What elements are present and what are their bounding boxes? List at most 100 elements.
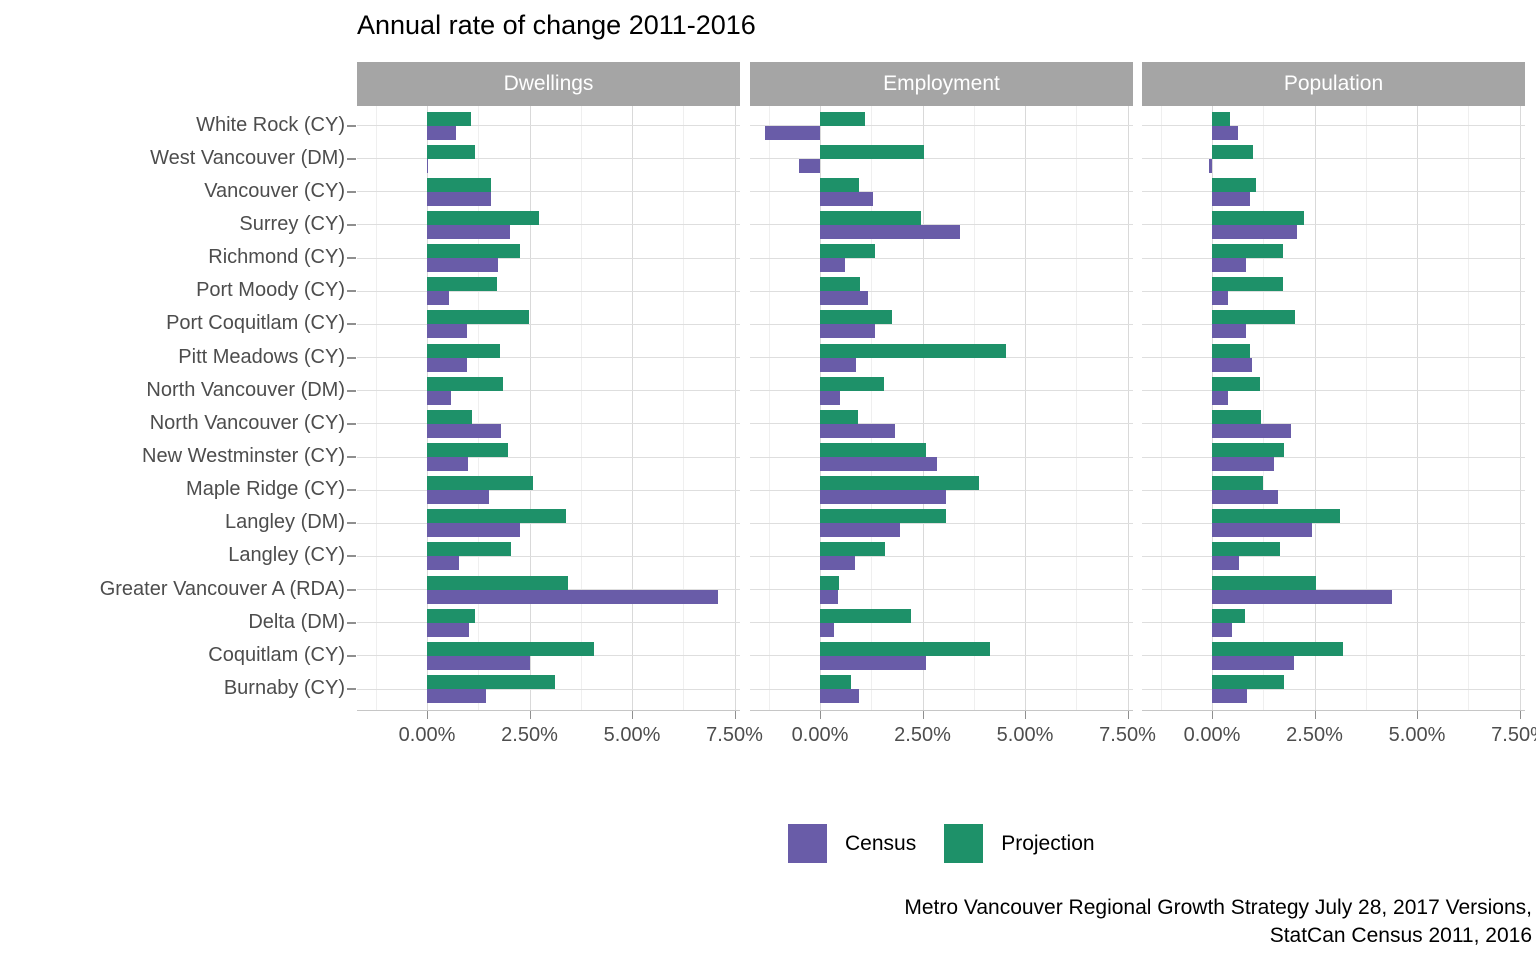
x-axis-tick xyxy=(1417,711,1418,719)
gridline-category xyxy=(1142,191,1525,193)
bar-projection-white-rock-cy xyxy=(820,111,865,126)
bar-census-richmond-cy xyxy=(427,258,498,273)
bar-projection-langley-cy xyxy=(820,542,885,557)
gridline-category xyxy=(750,555,1133,557)
bar-projection-new-westminster-cy xyxy=(1212,443,1285,457)
gridline-category xyxy=(1142,357,1525,359)
x-axis-tick xyxy=(922,711,924,719)
bar-census-maple-ridge-cy xyxy=(427,490,489,505)
gridline-category xyxy=(750,357,1133,359)
y-axis-tick xyxy=(347,190,356,193)
y-axis-label-greater-vancouver-a-rda: Greater Vancouver A (RDA) xyxy=(99,577,345,600)
panel-dwellings xyxy=(357,106,740,711)
legend-swatch-projection xyxy=(944,824,984,863)
caption: Metro Vancouver Regional Growth Strategy… xyxy=(904,894,1532,950)
y-axis-tick xyxy=(347,257,356,260)
gridline-category xyxy=(357,423,740,425)
x-axis-tick xyxy=(427,711,428,719)
bar-projection-pitt-meadows-cy xyxy=(820,343,1006,358)
gridline-category xyxy=(750,257,1133,259)
bar-census-burnaby-cy xyxy=(1212,689,1248,704)
gridline-major xyxy=(1417,106,1418,710)
bar-projection-vancouver-cy xyxy=(1212,177,1256,192)
x-axis-tick-label: 2.50% xyxy=(894,724,951,746)
bar-census-west-vancouver-dm xyxy=(1209,158,1212,173)
x-axis-tick xyxy=(1519,711,1521,719)
gridline-major xyxy=(922,106,924,710)
gridline-category xyxy=(357,125,740,126)
bar-projection-port-moody-cy xyxy=(427,277,498,292)
bar-projection-delta-dm xyxy=(820,608,912,623)
legend-label-census: Census xyxy=(845,831,917,855)
gridline-major xyxy=(427,106,428,710)
facet-strip-label-dwellings: Dwellings xyxy=(503,72,594,95)
bar-census-surrey-cy xyxy=(1212,224,1297,239)
x-axis-tick-label: 5.00% xyxy=(603,724,661,746)
gridline-minor xyxy=(1263,106,1265,710)
gridline-category xyxy=(750,390,1133,392)
y-axis-tick xyxy=(347,290,356,293)
x-axis-tick-label: 2.50% xyxy=(1286,724,1343,746)
bar-projection-north-vancouver-cy xyxy=(820,409,858,424)
bar-census-langley-cy xyxy=(427,556,459,571)
x-axis-tick xyxy=(734,711,736,719)
bar-projection-greater-vancouver-a-rda xyxy=(820,575,840,590)
bar-census-pitt-meadows-cy xyxy=(820,357,857,372)
bar-projection-port-coquitlam-cy xyxy=(427,310,529,325)
gridline-category xyxy=(357,158,740,160)
bar-census-north-vancouver-dm xyxy=(427,390,452,405)
gridline-category xyxy=(357,622,740,624)
bar-projection-new-westminster-cy xyxy=(820,443,926,457)
gridline-category xyxy=(750,323,1133,325)
bar-census-port-coquitlam-cy xyxy=(427,324,468,339)
gridline-category xyxy=(357,390,740,392)
gridline-minor xyxy=(871,106,873,710)
bar-census-burnaby-cy xyxy=(820,689,859,704)
bar-projection-new-westminster-cy xyxy=(427,443,509,457)
bar-projection-burnaby-cy xyxy=(427,675,556,690)
gridline-major xyxy=(1519,106,1521,710)
bar-census-white-rock-cy xyxy=(427,125,457,140)
bar-projection-langley-dm xyxy=(1212,509,1341,524)
bar-projection-greater-vancouver-a-rda xyxy=(427,575,569,590)
gridline-category xyxy=(750,456,1133,458)
x-axis-tick-label: 5.00% xyxy=(1388,724,1446,746)
gridline-category xyxy=(1142,224,1525,226)
y-axis-label-pitt-meadows-cy: Pitt Meadows (CY) xyxy=(178,345,345,368)
bar-projection-maple-ridge-cy xyxy=(427,476,534,491)
bar-projection-pitt-meadows-cy xyxy=(1212,343,1250,358)
bar-census-richmond-cy xyxy=(820,258,845,273)
bar-census-new-westminster-cy xyxy=(427,457,468,471)
y-axis-label-delta-dm: Delta (DM) xyxy=(248,610,345,633)
gridline-category xyxy=(1142,290,1525,292)
y-axis-tick xyxy=(347,654,356,657)
bar-census-north-vancouver-cy xyxy=(1212,423,1292,438)
gridline-category xyxy=(750,589,1133,591)
bar-census-pitt-meadows-cy xyxy=(1212,357,1252,372)
x-axis-tick-label: 7.50% xyxy=(1099,724,1156,746)
bar-projection-richmond-cy xyxy=(820,244,876,259)
y-axis-label-langley-cy: Langley (CY) xyxy=(228,544,345,567)
bar-projection-port-moody-cy xyxy=(820,277,861,292)
x-axis-tick-label: 7.50% xyxy=(1491,724,1536,746)
x-axis-tick xyxy=(1212,711,1213,719)
bar-census-greater-vancouver-a-rda xyxy=(820,589,839,604)
bar-census-new-westminster-cy xyxy=(1212,457,1274,471)
gridline-category xyxy=(357,290,740,292)
bar-projection-west-vancouver-dm xyxy=(1212,144,1253,159)
gridline-category xyxy=(357,257,740,259)
y-axis-label-vancouver-cy: Vancouver (CY) xyxy=(204,179,345,202)
gridline-category xyxy=(750,290,1133,292)
y-axis-label-port-coquitlam-cy: Port Coquitlam (CY) xyxy=(166,312,345,335)
bar-projection-langley-cy xyxy=(427,542,512,557)
bar-projection-langley-dm xyxy=(427,509,567,524)
gridline-major xyxy=(632,106,633,710)
bar-projection-west-vancouver-dm xyxy=(427,144,475,159)
gridline-category xyxy=(357,456,740,458)
x-axis-tick xyxy=(1127,711,1129,719)
bar-projection-langley-dm xyxy=(820,509,946,524)
caption-line-2: StatCan Census 2011, 2016 xyxy=(1269,924,1532,947)
y-axis-label-north-vancouver-cy: North Vancouver (CY) xyxy=(149,411,345,434)
gridline-category xyxy=(1142,622,1525,624)
y-axis-tick xyxy=(347,124,356,127)
